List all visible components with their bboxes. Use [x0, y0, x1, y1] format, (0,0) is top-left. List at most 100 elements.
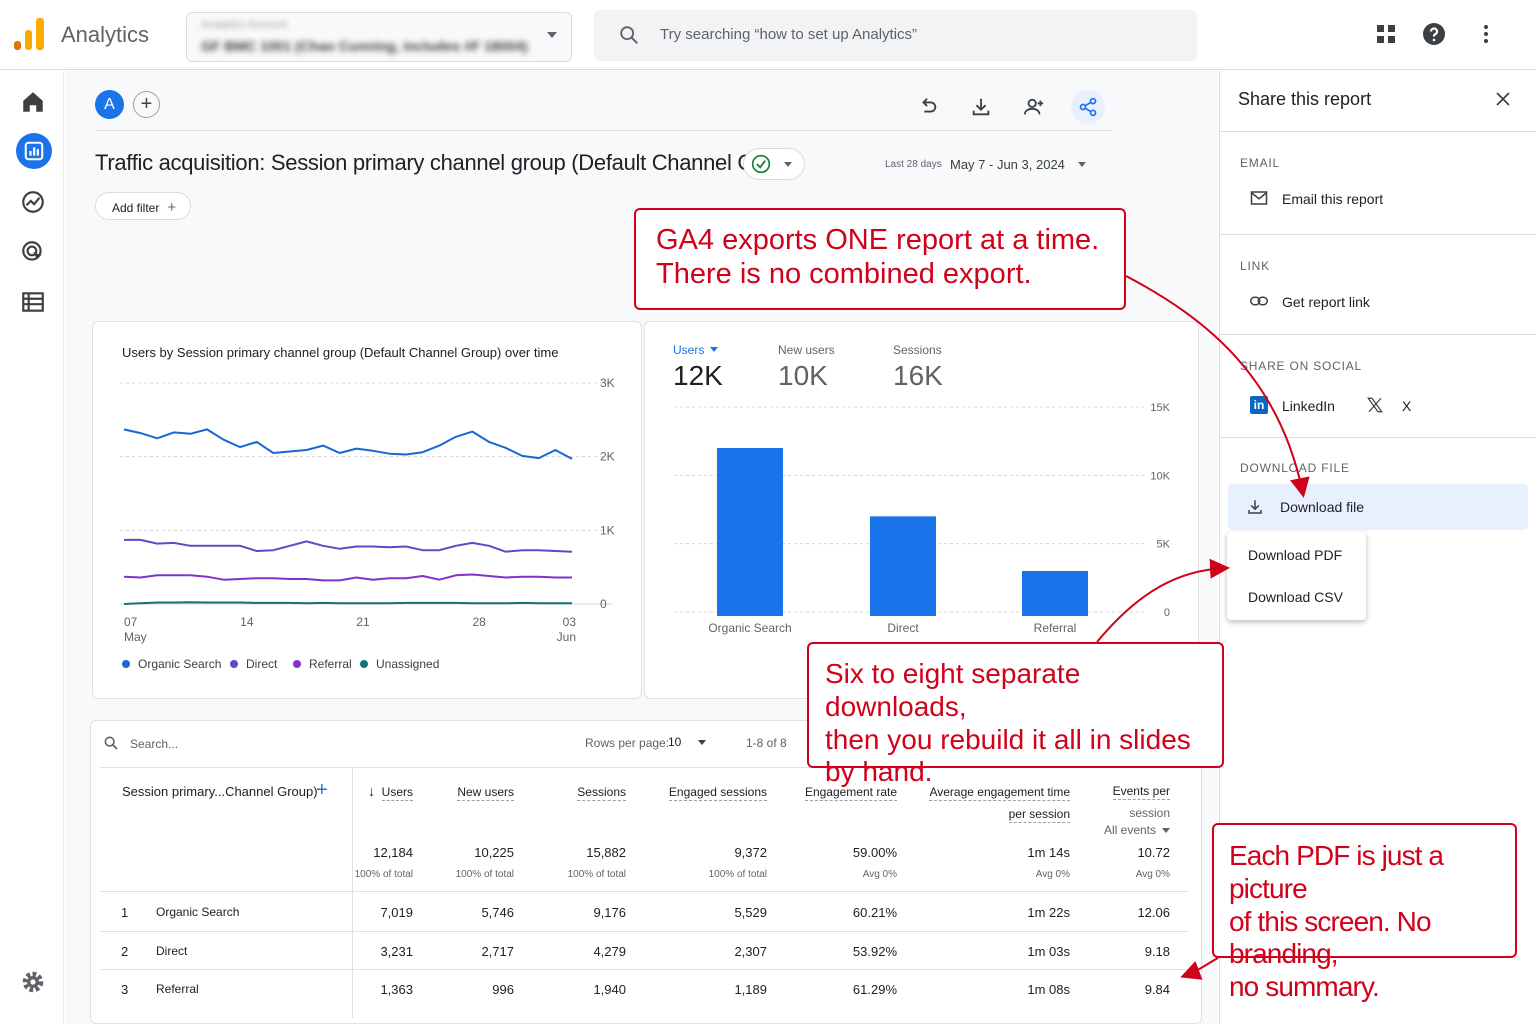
nav-reports-button[interactable] — [16, 133, 52, 169]
table-cell: 996 — [492, 982, 514, 997]
legend-label: Referral — [309, 657, 352, 671]
table-row[interactable] — [100, 970, 1188, 1008]
column-total-pct: Avg 0% — [1135, 869, 1170, 880]
email-report-item[interactable]: Email this report — [1282, 191, 1384, 207]
search-input[interactable]: Try searching “how to set up Analytics” — [660, 26, 918, 43]
x-tick-sublabel: May — [124, 630, 147, 644]
add-comparison-button[interactable]: + — [133, 91, 160, 118]
callout-text: then you rebuild it all in slides — [825, 723, 1191, 755]
comparison-avatar[interactable]: A — [95, 90, 124, 119]
table-row[interactable] — [100, 932, 1188, 970]
share-panel-title: Share this report — [1238, 89, 1372, 109]
share-button[interactable] — [1071, 90, 1105, 124]
download-csv-option[interactable]: Download CSV — [1248, 589, 1343, 605]
legend-item[interactable]: Unassigned — [360, 657, 439, 671]
report-status-dropdown[interactable] — [743, 148, 805, 180]
settings-gear-icon[interactable] — [20, 969, 46, 995]
table-search-input[interactable]: Search... — [130, 737, 179, 751]
metric-label: Users — [673, 343, 705, 357]
dimension-header[interactable]: Session primary...Channel Group) — [122, 784, 318, 799]
column-header[interactable]: Engaged sessions — [668, 785, 767, 801]
chevron-down-icon[interactable] — [1162, 828, 1170, 833]
y-tick-label: 2K — [600, 450, 615, 464]
column-total-pct: 100% of total — [354, 869, 413, 880]
table-cell: 3,231 — [380, 944, 413, 959]
date-range-picker[interactable]: May 7 - Jun 3, 2024 — [950, 157, 1065, 172]
column-header[interactable]: Events per — [1112, 784, 1170, 800]
section-divider — [1220, 234, 1536, 235]
download-icon[interactable] — [970, 96, 992, 118]
table-cell: 1,363 — [380, 982, 413, 997]
metric-scope-select[interactable]: All events — [1103, 823, 1156, 837]
download-icon — [1248, 500, 1262, 514]
callout-text: no summary. — [1229, 971, 1380, 1002]
get-report-link-item[interactable]: Get report link — [1282, 294, 1370, 310]
legend-item[interactable]: Direct — [230, 657, 277, 671]
help-icon[interactable] — [1422, 22, 1446, 46]
column-total-pct: 100% of total — [708, 869, 767, 880]
column-header[interactable]: Engagement rate — [804, 785, 897, 801]
column-header[interactable]: Sessions — [577, 785, 626, 801]
table-row[interactable] — [100, 893, 1188, 931]
account-selector[interactable]: Analytics Account GF BMC 1001 (Chao Cunn… — [186, 12, 572, 62]
column-header[interactable]: New users — [457, 785, 514, 801]
top-bar: Analytics Analytics Account GF BMC 1001 … — [0, 0, 1536, 70]
line-chart-card — [92, 321, 642, 699]
column-header[interactable]: Average engagement time — [929, 785, 1070, 801]
check-circle-icon — [751, 154, 771, 174]
series-line-organic-search — [123, 428, 573, 460]
metric-tab-users[interactable]: Users — [673, 343, 719, 357]
chevron-down-icon[interactable] — [698, 740, 706, 745]
legend-dot-icon — [360, 660, 368, 668]
configure-list-icon[interactable] — [20, 289, 46, 315]
x-tick-sublabel: Jun — [557, 630, 576, 644]
line-chart-title: Users by Session primary channel group (… — [122, 345, 559, 360]
reports-icon — [24, 141, 44, 161]
undo-icon[interactable] — [917, 96, 939, 118]
bar-referral — [1022, 571, 1088, 616]
table-cell: 53.92% — [852, 944, 897, 959]
legend-item[interactable]: Organic Search — [122, 657, 221, 671]
category-label: Direct — [887, 621, 919, 635]
table-cell: 9,176 — [593, 905, 626, 920]
callout-separate-downloads: Six to eight separate downloads, then yo… — [807, 642, 1224, 787]
linkedin-share-item[interactable]: LinkedIn — [1282, 398, 1335, 414]
search-bar[interactable]: Try searching “how to set up Analytics” — [594, 10, 1197, 61]
column-total: 10,225 — [474, 845, 514, 860]
download-file-item[interactable]: Download file — [1228, 484, 1528, 530]
add-dimension-plus-icon[interactable]: + — [316, 779, 328, 801]
row-dimension-value: Direct — [156, 944, 188, 958]
advertising-icon[interactable] — [20, 239, 46, 265]
y-tick-label: 10K — [1150, 470, 1170, 482]
analytics-logo-icon[interactable] — [14, 18, 44, 50]
add-filter-button[interactable]: Add filter + — [95, 192, 191, 220]
table-cell: 1,189 — [734, 982, 767, 997]
legend-item[interactable]: Referral — [293, 657, 352, 671]
more-vert-icon[interactable] — [1474, 22, 1498, 46]
x-share-item[interactable]: X — [1402, 398, 1412, 414]
rows-per-page-select[interactable]: 10 — [668, 735, 682, 749]
download-file-label: Download file — [1280, 499, 1365, 515]
apps-grid-icon[interactable] — [1374, 22, 1398, 46]
metric-tab-sessions[interactable]: Sessions — [893, 343, 942, 357]
home-icon[interactable] — [20, 89, 46, 115]
chevron-down-icon[interactable] — [1078, 162, 1086, 167]
search-icon — [620, 26, 638, 44]
column-total: 12,184 — [373, 845, 413, 860]
metric-tab-new-users[interactable]: New users — [778, 343, 835, 357]
x-tick-label: 14 — [240, 615, 254, 629]
sort-arrow-down-icon[interactable]: ↓ — [368, 783, 375, 799]
rows-per-page-label: Rows per page: — [585, 736, 670, 750]
table-top-divider — [100, 767, 1188, 768]
download-pdf-option[interactable]: Download PDF — [1248, 547, 1343, 563]
bar-direct — [870, 516, 936, 616]
column-header-sub: per session — [1008, 807, 1070, 823]
column-header[interactable]: Users — [381, 785, 413, 801]
close-icon[interactable] — [1494, 90, 1512, 108]
add-person-icon[interactable] — [1023, 96, 1045, 118]
bar-chart[interactable]: 0 5K 10K 15K Organic Search Direct Referral — [644, 321, 1199, 699]
explore-icon[interactable] — [20, 189, 46, 215]
report-title: Traffic acquisition: Session primary cha… — [95, 150, 805, 175]
caret-down-icon — [710, 347, 719, 352]
